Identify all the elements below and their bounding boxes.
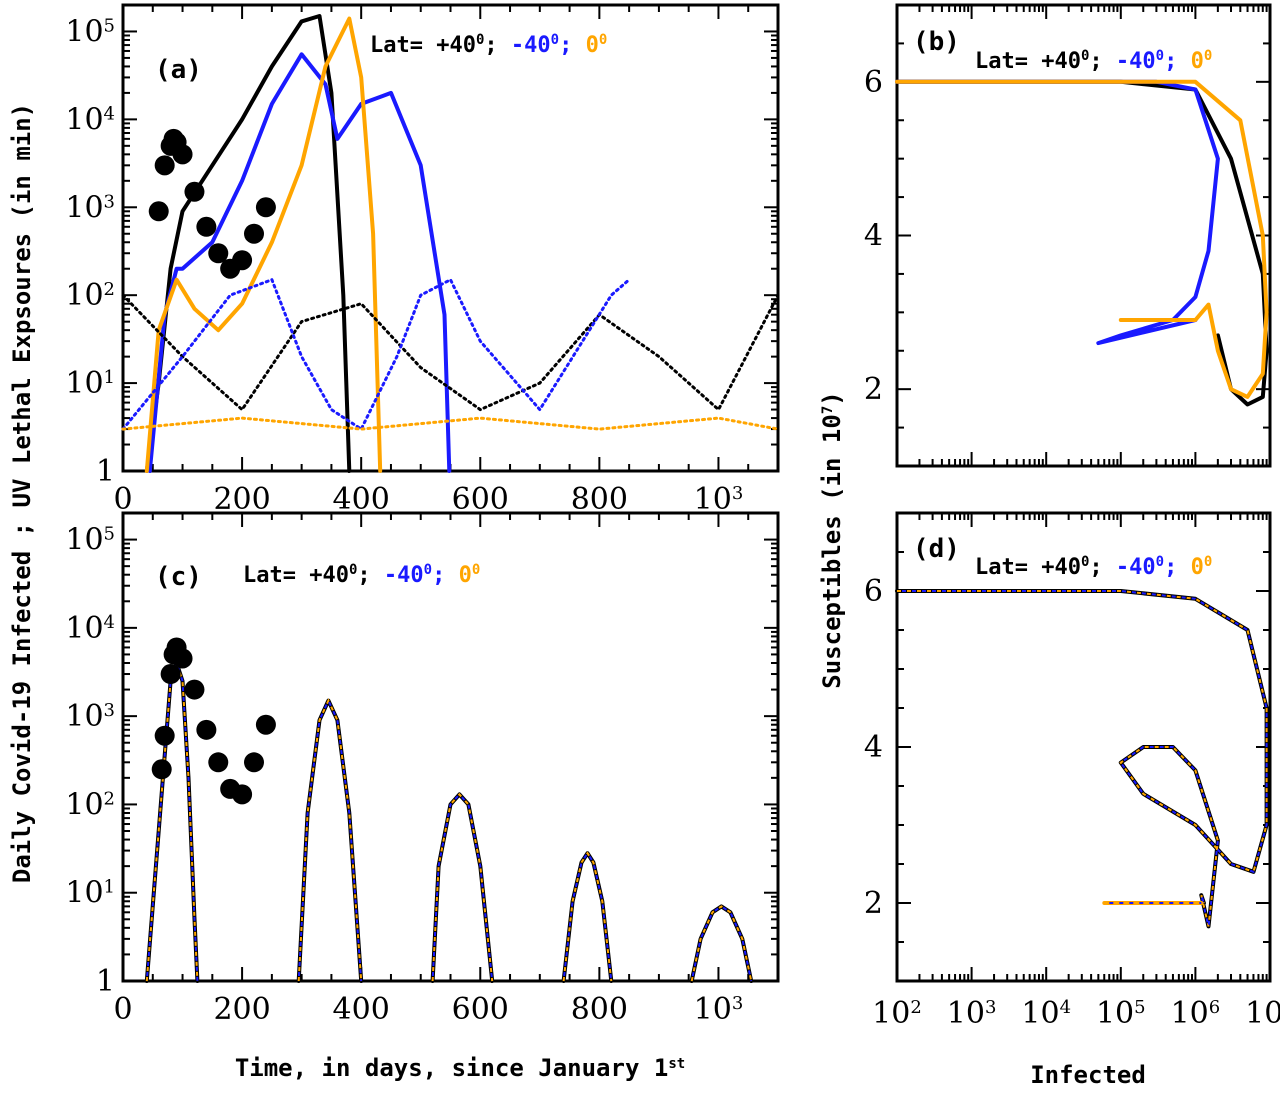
series-line-0 [144, 16, 383, 473]
y-tick-label: 105 [65, 523, 115, 558]
panel-a-frame [121, 3, 780, 473]
y-tick-label: 105 [65, 14, 115, 49]
y-tick-label: 101 [65, 366, 115, 401]
y-tick-label: 103 [65, 190, 115, 225]
x-tick-label: 600 [452, 482, 509, 517]
observed-data-point [184, 679, 205, 700]
observed-data-point [244, 752, 264, 773]
series-overlay-blue [145, 659, 199, 982]
x-tick-label: 103 [694, 482, 744, 517]
panel-c: (c) Lat= +400; -400; 00 1 101 102 103 104 105… [65, 511, 780, 1027]
observed-data-point [154, 155, 175, 176]
series-line--40 [895, 79, 1220, 346]
x-tick-label: 600 [452, 992, 509, 1027]
series-overlay-blue [297, 698, 363, 982]
observed-data-point [244, 223, 264, 244]
series-overlay-orange [897, 590, 1268, 927]
x-tick-label: 200 [213, 482, 270, 517]
y-tick-label: 1 [96, 454, 115, 489]
x-tick-label: 102 [872, 996, 922, 1031]
y-tick-label: 102 [65, 787, 115, 822]
y-axis-label-right: Susceptibles (in 107) [818, 391, 846, 688]
x-tick-label: 103 [694, 992, 744, 1027]
x-tick-label: 105 [1096, 996, 1146, 1031]
x-axis-label-time: Time, in days, since January 1st [235, 1054, 685, 1082]
series-overlay-orange [145, 659, 199, 982]
series-line-uv-40 [121, 293, 780, 412]
y-tick-label: 6 [864, 65, 883, 100]
y-tick-label: 104 [65, 102, 115, 137]
x-axis-label-infected: Infected [1030, 1061, 1146, 1089]
y-tick-label: 4 [864, 730, 883, 765]
x-tick-label: 800 [571, 992, 628, 1027]
series-line-uv-0 [121, 416, 780, 431]
y-tick-label: 104 [65, 611, 115, 646]
series-line--40 [147, 52, 452, 473]
observed-data-point [154, 725, 175, 746]
panel-a-label: (a) [155, 55, 202, 85]
observed-data-point [184, 181, 205, 202]
series-overlay-orange [562, 851, 613, 982]
series-overlay-orange [297, 698, 363, 982]
series-overlay-orange [431, 792, 494, 982]
panel-c-label: (c) [155, 562, 202, 592]
observed-data-point [196, 719, 217, 740]
panel-b-legend: Lat= +400; -400; 00 [975, 48, 1212, 74]
observed-data-point [172, 144, 193, 165]
observed-data-point [255, 714, 276, 735]
y-tick-label: 101 [65, 876, 115, 911]
series-line-wave3 [430, 792, 495, 983]
observed-data-point [255, 197, 276, 218]
observed-data-point [208, 752, 229, 773]
panel-c-legend: Lat= +400; -400; 00 [243, 562, 480, 588]
x-tick-label: 200 [213, 992, 270, 1027]
observed-data-point [148, 201, 169, 222]
y-tick-label: 1 [96, 964, 115, 999]
y-axis-label-left: Daily Covid-19 Infected ; UV Lethal Exps… [8, 103, 36, 883]
observed-data-point [232, 250, 253, 271]
y-tick-label: 2 [864, 372, 883, 407]
observed-data-point [151, 759, 172, 780]
y-tick-label: 2 [864, 886, 883, 921]
series-overlay-blue [431, 792, 494, 982]
observed-data-point [172, 648, 193, 669]
x-tick-label: 800 [571, 482, 628, 517]
series-line-0 [895, 79, 1269, 399]
x-tick-label: 0 [113, 482, 132, 517]
panel-d: (d) Lat= +400; -400; 00 2 4 6 102 103 104 105 1… [864, 511, 1280, 1031]
series-overlay-orange [690, 905, 753, 982]
series-line-all [895, 589, 1269, 929]
series-overlay-blue [897, 590, 1268, 927]
y-tick-label: 4 [864, 219, 883, 254]
y-tick-label: 6 [864, 574, 883, 609]
observed-data-point [232, 784, 253, 805]
x-tick-label: 0 [113, 992, 132, 1027]
y-tick-label: 102 [65, 278, 115, 313]
panel-d-frame [895, 511, 1272, 983]
panel-a-legend: Lat= +400; -400; 00 [370, 32, 607, 58]
observed-data-point [160, 664, 181, 685]
panel-a: (a) Lat= +400; -400; 00 1 101 102 103 104 105… [65, 3, 780, 517]
x-tick-label: 400 [333, 482, 390, 517]
x-tick-label: 103 [947, 996, 997, 1031]
panel-d-label: (d) [913, 534, 960, 564]
panel-b-frame [895, 3, 1272, 468]
panel-b-label: (b) [913, 27, 960, 57]
x-tick-label: 400 [333, 992, 390, 1027]
panel-b: (b) Lat= +400; -400; 00 2 4 6 [864, 3, 1272, 468]
series-line-uv-40 [121, 278, 631, 431]
x-tick-label: 106 [1171, 996, 1221, 1031]
x-tick-label: 104 [1021, 996, 1071, 1031]
observed-data-point [208, 243, 229, 264]
series-line-wave5 [689, 904, 754, 983]
x-tick-label: 107 [1245, 996, 1280, 1031]
y-tick-label: 103 [65, 699, 115, 734]
panel-d-legend: Lat= +400; -400; 00 [975, 554, 1212, 580]
observed-data-point [196, 216, 217, 237]
